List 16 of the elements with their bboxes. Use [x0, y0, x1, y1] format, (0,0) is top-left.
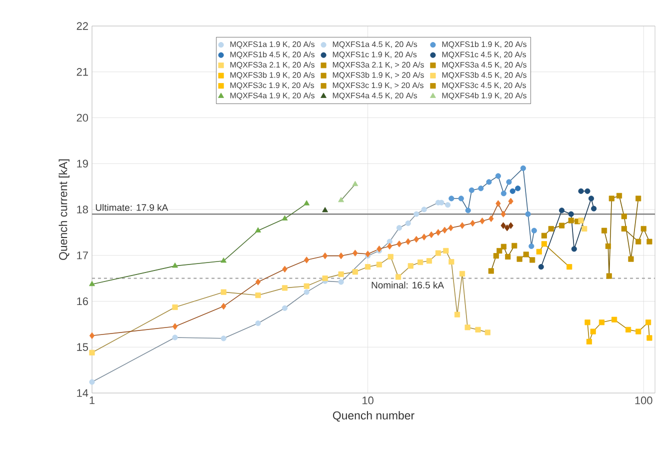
y-tick-label: 20 — [76, 114, 88, 122]
y-tick-label: 19 — [77, 160, 88, 168]
y-tick-label: 16 — [77, 297, 88, 306]
x-tick-label: 100 — [635, 396, 652, 404]
y-tick-label: 21 — [76, 68, 88, 76]
x-axis-title: Quench number — [332, 411, 414, 422]
ref-line-label: Nominal: 16.5 kA — [372, 282, 444, 288]
y-tick-label: 17 — [77, 252, 88, 260]
y-tick-label: 18 — [77, 206, 88, 214]
y-tick-label: 22 — [76, 22, 88, 30]
y-axis-title: Quench current [kA] — [58, 159, 70, 260]
y-tick-label: 15 — [77, 343, 88, 351]
y-tick-label: 14 — [77, 389, 88, 397]
ref-line-label: Ultimate: 17.9 kA — [96, 204, 168, 211]
x-tick-label: 10 — [362, 396, 374, 404]
x-tick-label: 1 — [90, 396, 95, 404]
